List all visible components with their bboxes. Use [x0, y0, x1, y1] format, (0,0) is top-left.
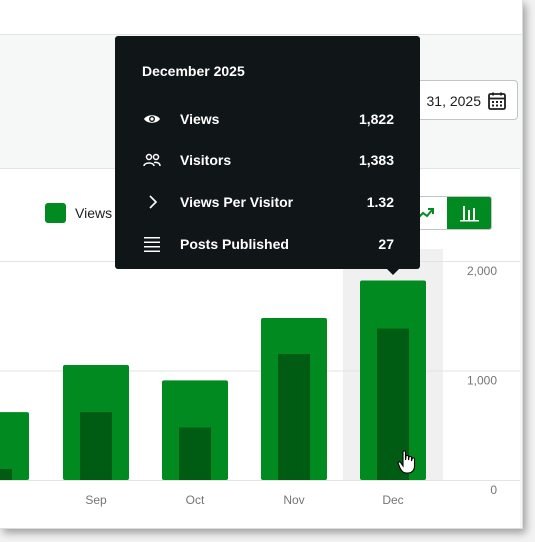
- tooltip-row-views-per-visitor: Views Per Visitor 1.32: [115, 192, 420, 212]
- tooltip-row-visitors: Visitors 1,383: [115, 150, 420, 170]
- people-icon: [143, 153, 161, 167]
- stats-panel: 31, 2025 Views g: [0, 0, 523, 529]
- bar-visitors-nov: [278, 354, 310, 480]
- y-tick-label: 0: [490, 483, 497, 497]
- tooltip-value: 27: [378, 236, 394, 252]
- line-chart-button[interactable]: [403, 197, 447, 229]
- y-tick-label: 1,000: [467, 374, 497, 388]
- tooltip-value: 1.32: [366, 194, 394, 210]
- tooltip-title: December 2025: [142, 63, 245, 79]
- legend-swatch: [45, 203, 66, 223]
- tooltip-value: 1,383: [358, 152, 394, 168]
- tooltip-label: Visitors: [180, 152, 232, 168]
- bar-chart-button[interactable]: [447, 197, 491, 229]
- bar-visitors-sep: [80, 412, 112, 480]
- bar-chart-icon: [460, 206, 479, 222]
- eye-icon: [144, 115, 160, 123]
- chevron-right-icon: [149, 195, 158, 209]
- tooltip-label: Views Per Visitor: [180, 194, 294, 210]
- tooltip-caret: [387, 269, 399, 275]
- hand-cursor-icon: [397, 450, 416, 474]
- bar-views-aug: [0, 412, 29, 480]
- bar-visitors-aug: [0, 469, 12, 480]
- tooltip-label: Posts Published: [180, 236, 289, 252]
- x-tick-label: Sep: [85, 493, 107, 507]
- y-tick-label: 2,000: [467, 264, 497, 278]
- top-bar: [0, 0, 522, 35]
- x-tick-label: Dec: [382, 493, 403, 507]
- legend-label: Views: [75, 205, 113, 221]
- tooltip-row-posts-published: Posts Published 27: [115, 234, 420, 254]
- list-icon: [144, 237, 160, 252]
- x-tick-label: Oct: [186, 493, 205, 507]
- tooltip-row-views: Views 1,822: [115, 109, 420, 129]
- date-range-label: 31, 2025: [426, 93, 482, 109]
- bar-visitors-oct: [179, 427, 211, 480]
- trend-icon: [416, 208, 434, 220]
- tooltip-label: Views: [180, 111, 220, 127]
- tooltip-value: 1,822: [358, 111, 394, 127]
- x-tick-label: Nov: [283, 493, 304, 507]
- chart-tooltip: December 2025 Views 1,822 Visitors 1,383: [115, 36, 420, 269]
- calendar-icon: [488, 92, 506, 110]
